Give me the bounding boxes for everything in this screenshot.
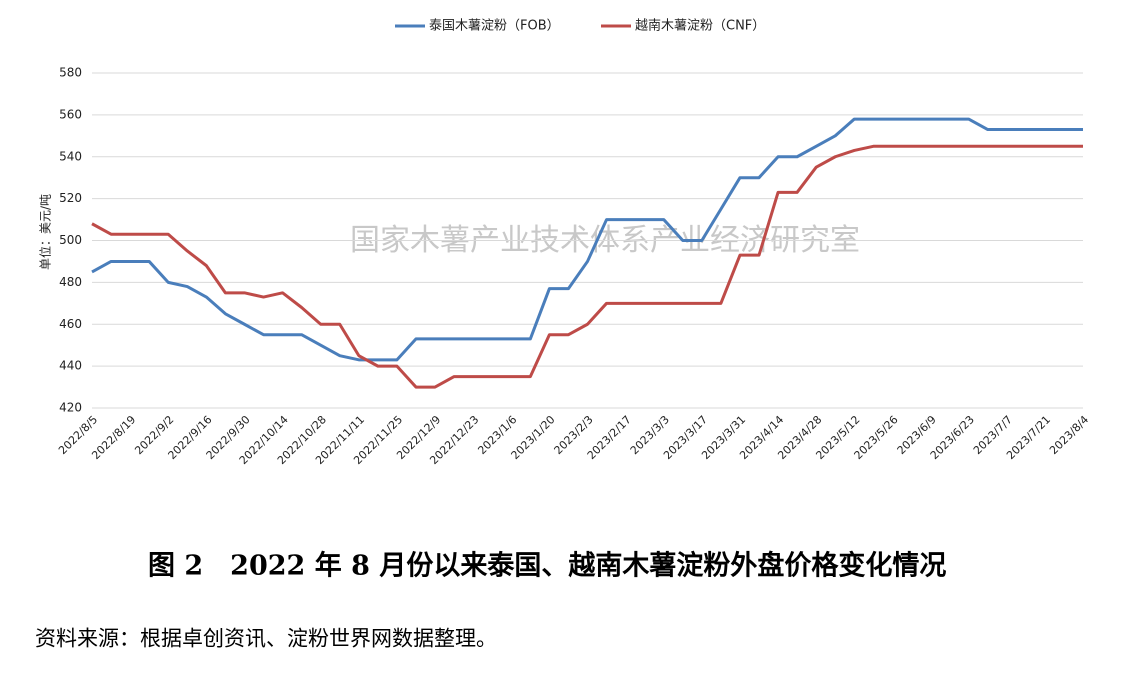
series-line (91, 117, 1083, 362)
source: 资料来源：根据卓创资讯、淀粉世界网数据整理。 (35, 627, 497, 651)
y-tick-label: 500 (59, 233, 82, 247)
y-tick-label: 540 (59, 149, 82, 163)
y-tick-label: 420 (59, 401, 82, 415)
legend-label: 越南木薯淀粉（CNF） (635, 18, 765, 34)
y-tick-label: 460 (59, 317, 82, 331)
y-tick-label: 580 (59, 66, 82, 80)
y-tick-label: 480 (59, 275, 82, 289)
y-tick-label: 520 (59, 191, 82, 205)
caption: 图 2 2022 年 8 月份以来泰国、越南木薯淀粉外盘价格变化情况 (148, 550, 946, 582)
x-tick-label: 2023/8/4 (1047, 413, 1091, 457)
legend-label: 泰国木薯淀粉（FOB） (429, 19, 560, 34)
series-line (91, 144, 1083, 389)
y-tick-label: 440 (59, 359, 82, 373)
y-axis-label: 单位：美元/吨 (38, 194, 53, 270)
y-tick-label: 560 (59, 107, 82, 121)
